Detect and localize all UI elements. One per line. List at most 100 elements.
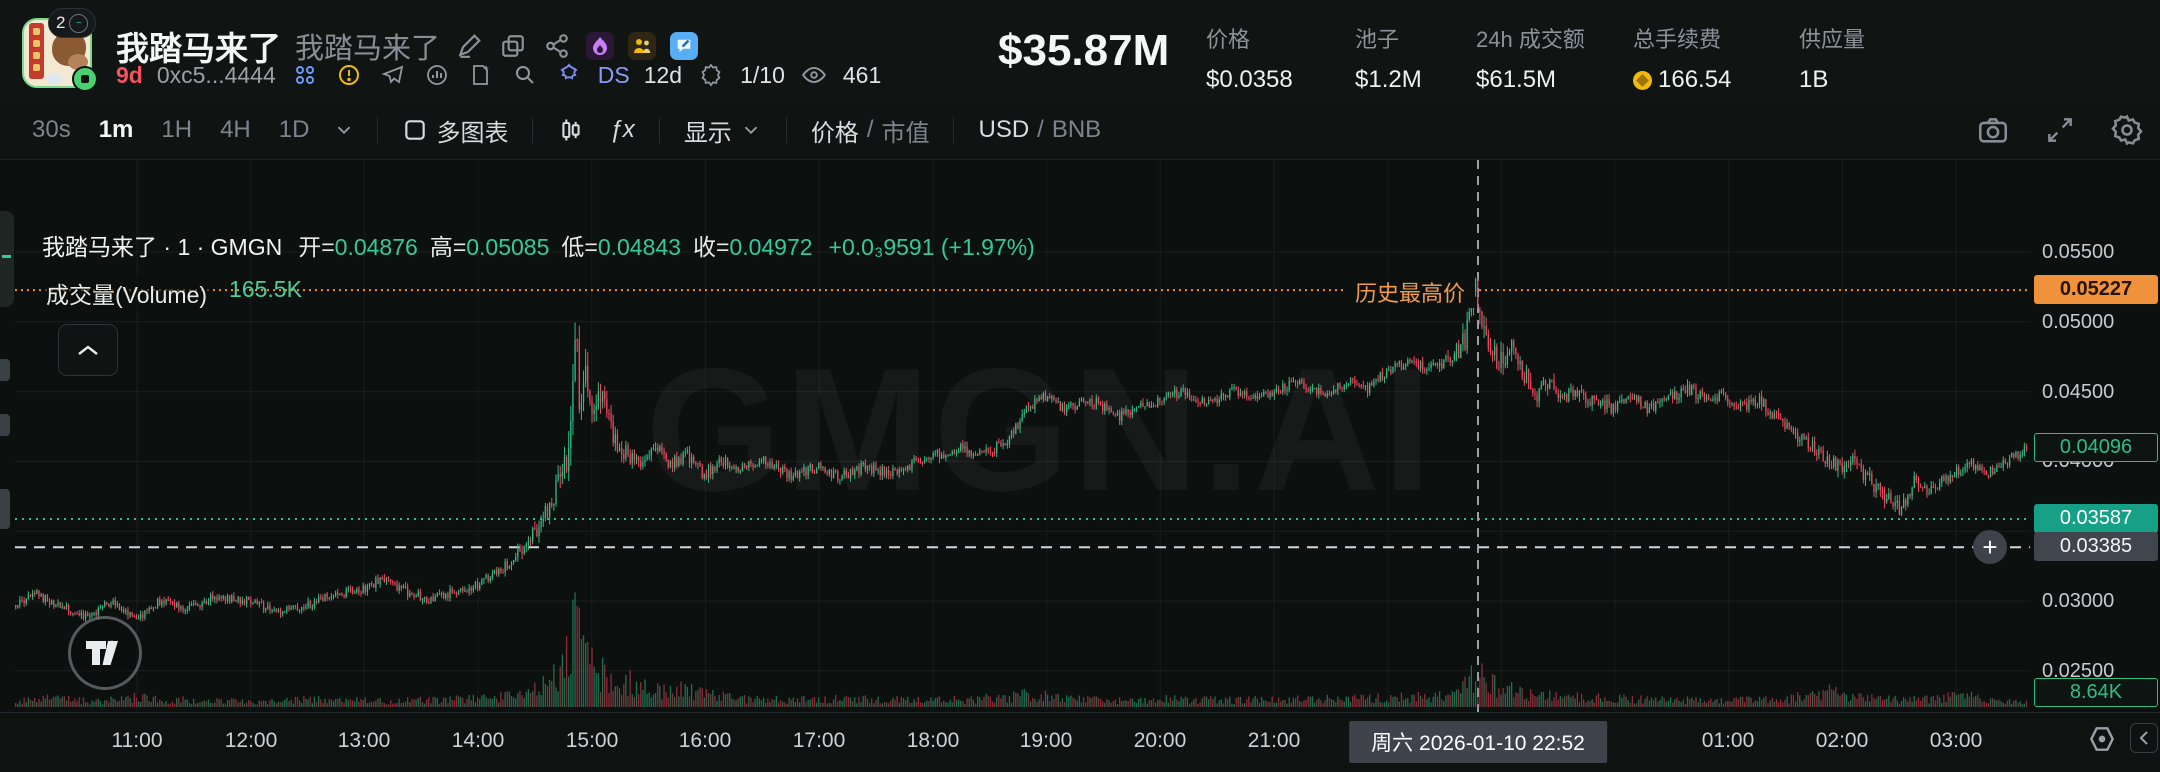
drawing-tool-selected[interactable] [0, 211, 14, 307]
display-chevron-icon [740, 119, 762, 141]
share-icon[interactable] [542, 31, 572, 61]
add-alert-plus-icon[interactable]: + [1973, 530, 2007, 565]
bnb-label[interactable]: BNB [1051, 116, 1102, 143]
audit-medal-icon[interactable] [696, 60, 726, 90]
stat-label: 供应量 [1799, 27, 1866, 52]
candle-style-icon[interactable] [557, 116, 585, 144]
interval-30s[interactable]: 30s [32, 116, 71, 143]
price-mcap-toggle[interactable]: 价格 / 市值 [811, 113, 930, 148]
edit-icon[interactable] [454, 31, 484, 61]
interval-dropdown-chevron-icon[interactable] [333, 119, 355, 141]
time-tick-19:00: 19:00 [1019, 729, 1073, 752]
stat-1: 池子 $1.2M [1355, 22, 1422, 94]
eye-icon[interactable] [799, 60, 829, 90]
time-tick-13:00: 13:00 [337, 729, 391, 752]
square-icon [402, 117, 428, 143]
legend-pair: 高=0.05085 [429, 234, 550, 260]
stat-value: $1.2M [1355, 66, 1422, 93]
usd-label[interactable]: USD [978, 116, 1030, 143]
title-row: 我踏马来了 我踏马来了 [116, 26, 699, 67]
camera-icon[interactable] [1976, 113, 2010, 147]
indicators-fx-button[interactable]: ƒx [609, 116, 634, 144]
time-tick-21:00: 21:00 [1247, 729, 1301, 752]
grid-dots-icon[interactable] [290, 60, 320, 90]
teal-level-badge: 0.03587 [2034, 504, 2158, 534]
stat-label: 池子 [1355, 27, 1400, 52]
stat-label: 24h 成交额 [1476, 27, 1585, 52]
token-age: 9d [116, 61, 143, 88]
avatar-count: 2 [56, 13, 66, 32]
warning-icon[interactable] [334, 60, 364, 90]
chain-badge-icon [72, 66, 98, 92]
panel-collapse-chevron-icon[interactable] [2130, 723, 2158, 753]
avatar-count-pill[interactable]: 2 ~ [48, 8, 97, 38]
flame-icon[interactable] [586, 32, 615, 60]
mcap-mode-label[interactable]: 市值 [881, 119, 930, 147]
time-tick-03:00: 03:00 [1929, 729, 1983, 752]
stat-value: 1B [1799, 66, 1829, 93]
chart-settings-gear-icon[interactable] [2110, 113, 2144, 147]
time-tick-18:00: 18:00 [906, 729, 960, 752]
stat-4: 供应量 1B [1799, 22, 1865, 94]
current-price-badge: 0.04096 [2034, 432, 2158, 462]
chart-stats-icon[interactable] [422, 60, 452, 90]
price-tick-0.04500: 0.04500 [2042, 380, 2115, 403]
interval-1H[interactable]: 1H [161, 116, 193, 143]
fullscreen-icon[interactable] [2044, 114, 2076, 146]
interval-1D[interactable]: 1D [278, 116, 310, 143]
chart-toolbar: 30s 1m 1H 4H 1D 多图表 ƒx 显示 价格 / 市值 [0, 101, 2160, 160]
legend-change: +0.0₃9591 (+1.97%) [828, 234, 1035, 260]
interval-1m[interactable]: 1m [98, 116, 134, 143]
interval-4H[interactable]: 4H [220, 116, 251, 143]
copy-icon[interactable] [498, 31, 528, 61]
time-tick-14:00: 14:00 [451, 729, 505, 752]
multi-chart-button[interactable]: 多图表 [402, 113, 508, 148]
time-tick-12:00: 12:00 [224, 729, 278, 752]
time-tick-16:00: 16:00 [678, 729, 732, 752]
ath-time-marker: 周六 2026-01-10 22:52 [1349, 721, 1607, 763]
token-meta-row: 9d 0xc5...4444 DS 12d [116, 60, 881, 90]
display-label: 显示 [683, 119, 732, 147]
chart-background [0, 159, 2160, 712]
volume-label: 成交量(Volume) [42, 276, 212, 310]
stat-label: 价格 [1206, 27, 1251, 52]
price-tick-0.05500: 0.05500 [2042, 241, 2115, 263]
tradingview-logo[interactable] [68, 616, 142, 690]
stat-0: 价格 $0.0358 [1206, 22, 1293, 94]
holders-duo-icon[interactable] [628, 32, 657, 60]
collapse-pane-button[interactable] [58, 324, 118, 376]
volume-legend: 成交量(Volume) 165.5K [42, 276, 302, 310]
time-tick-20:00: 20:00 [1133, 729, 1187, 752]
drawing-toolbar-edge[interactable] [0, 159, 14, 712]
search-icon[interactable] [510, 60, 540, 90]
stat-value: $0.0358 [1206, 66, 1293, 93]
volume-value: 165.5K [229, 276, 302, 302]
stat-value: 166.54 [1633, 66, 1731, 94]
time-tick-02:00: 02:00 [1815, 729, 1869, 752]
time-axis-settings-icon[interactable] [2086, 723, 2118, 760]
watchers-count: 461 [842, 61, 882, 88]
contract-address[interactable]: 0xc5...4444 [156, 61, 276, 88]
price-mode-label[interactable]: 价格 [810, 119, 859, 147]
token-header: 2 ~ 我踏马来了 我踏马来了 [0, 0, 2160, 102]
legend-symbol: 我踏马来了 · 1 · GMGN [42, 234, 283, 260]
telegram-icon[interactable] [378, 60, 408, 90]
doc-sparkle-icon[interactable] [466, 60, 496, 90]
time-tick-17:00: 17:00 [792, 729, 846, 752]
avatar-banner [29, 23, 44, 79]
dexscreener-icon[interactable] [554, 60, 584, 90]
mini-chart-icon: ~ [69, 13, 89, 33]
price-tick-0.03000: 0.03000 [2042, 590, 2115, 612]
note-edit-icon[interactable] [670, 32, 699, 60]
multi-chart-label: 多图表 [436, 119, 509, 147]
currency-toggle[interactable]: USD / BNB [978, 116, 1102, 143]
dexscreener-label[interactable]: DS [597, 61, 630, 88]
legend-pair: 低=0.04843 [561, 234, 681, 260]
dexscreener-age: 12d [643, 61, 683, 88]
time-axis[interactable]: 11:00 12:00 13:00 14:00 15:00 16:00 17:00 18:00… [0, 712, 2160, 772]
display-dropdown[interactable]: 显示 [684, 113, 762, 148]
ath-line-label: 历史最高价 [1344, 276, 1475, 309]
interval-switcher: 30s 1m 1H 4H 1D [18, 116, 323, 144]
